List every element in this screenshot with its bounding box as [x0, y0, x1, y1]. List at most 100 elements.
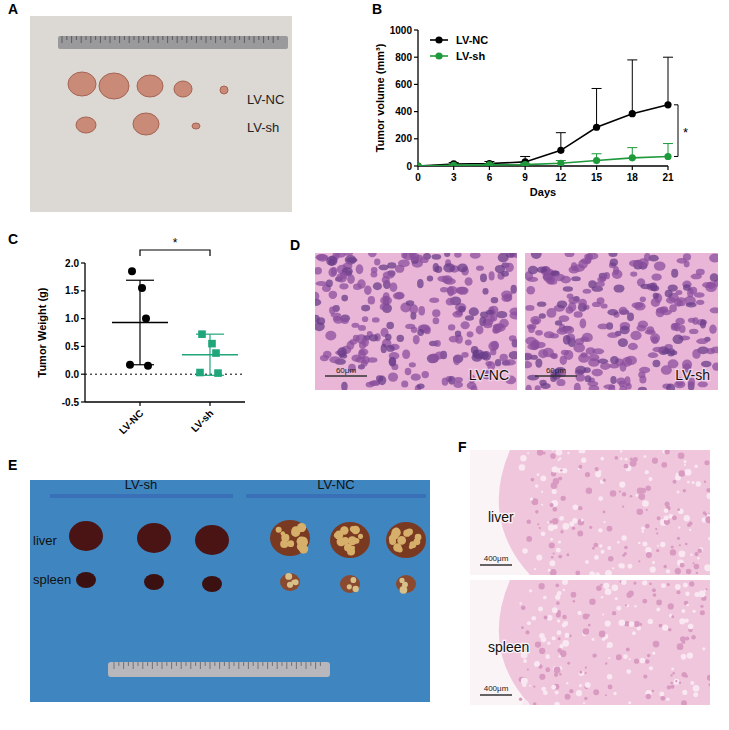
texture: [531, 478, 535, 482]
texture: [662, 625, 668, 631]
texture: [573, 600, 576, 603]
ruler-tick: [310, 662, 311, 666]
group-label: LV-NC: [317, 477, 354, 492]
texture: [550, 453, 556, 459]
texture: [533, 702, 536, 705]
texture: [529, 685, 531, 687]
nucleus: [598, 323, 609, 329]
x-tick-label: 3: [451, 172, 457, 183]
texture: [539, 648, 545, 654]
nucleus: [607, 332, 619, 338]
error-cap: [627, 147, 637, 148]
texture: [697, 548, 702, 553]
y-axis: [84, 263, 85, 402]
texture: [640, 658, 646, 664]
texture: [670, 549, 676, 555]
nucleus: [671, 323, 679, 331]
nucleus: [630, 331, 641, 340]
texture: [685, 591, 689, 595]
texture: [664, 508, 669, 513]
texture: [706, 488, 710, 492]
nucleus: [610, 376, 616, 384]
scale-bar-label: 400μm: [484, 554, 509, 563]
chart-c: -0.50.00.51.01.52.0LV-NCLV-shTumor Weigh…: [36, 236, 245, 436]
texture: [657, 545, 659, 547]
nucleus: [628, 343, 638, 350]
nucleus: [683, 253, 691, 261]
texture: [668, 628, 671, 631]
spleen: [202, 576, 222, 592]
texture: [612, 567, 614, 569]
texture: [541, 637, 547, 643]
nucleus: [446, 298, 455, 306]
nucleus: [395, 292, 405, 300]
texture: [613, 692, 616, 695]
texture: [557, 468, 562, 473]
nucleus: [429, 298, 439, 303]
nucleus: [677, 301, 686, 306]
texture: [558, 637, 561, 640]
nucleus: [597, 359, 608, 364]
marker: [208, 340, 216, 348]
ruler-tick: [124, 36, 125, 40]
nucleus: [413, 335, 420, 345]
nucleus: [505, 263, 514, 272]
nucleus: [610, 258, 618, 266]
spleen: [396, 575, 416, 593]
ruler-tick: [278, 36, 279, 40]
texture: [537, 450, 543, 456]
nucleus: [499, 319, 509, 328]
ruler-tick: [153, 36, 154, 40]
nucleus: [362, 316, 368, 322]
row-label: liver: [488, 509, 514, 525]
nucleus: [457, 263, 468, 272]
x-axis: [85, 401, 245, 402]
nodule: [280, 540, 288, 548]
nucleus: [638, 387, 647, 390]
texture: [578, 519, 584, 525]
texture: [581, 518, 584, 521]
texture: [541, 504, 543, 506]
nucleus: [612, 270, 623, 279]
texture: [545, 667, 550, 672]
ruler-tick: [201, 36, 202, 40]
texture: [523, 659, 527, 663]
ruler-tick: [263, 36, 264, 43]
ruler-tick: [123, 662, 124, 669]
texture: [675, 680, 677, 682]
nodule: [297, 523, 306, 532]
error-cap: [627, 59, 637, 60]
tissue: [499, 580, 710, 705]
y-tick-label: 0: [406, 161, 412, 172]
texture: [682, 641, 686, 645]
texture: [686, 569, 692, 575]
texture: [559, 673, 561, 675]
ruler-tick: [239, 36, 240, 40]
texture: [580, 450, 586, 453]
nucleus: [361, 360, 368, 367]
ruler-tick: [191, 36, 192, 40]
texture: [635, 494, 638, 497]
texture: [620, 450, 622, 452]
nodule: [351, 526, 360, 535]
group-bar: [50, 494, 233, 498]
x-tick-label: 21: [662, 172, 674, 183]
texture: [618, 563, 622, 567]
nucleus: [666, 383, 675, 390]
row-label: spleen: [33, 572, 71, 587]
texture: [694, 464, 697, 467]
ruler-tick: [301, 662, 302, 666]
background: [0, 0, 729, 730]
texture: [678, 526, 680, 528]
y-axis-label: Tumor Weight (g): [36, 287, 48, 377]
legend-marker: [435, 52, 442, 59]
nucleus: [652, 347, 664, 352]
error-cap: [663, 143, 673, 144]
texture: [624, 621, 629, 626]
nucleus: [555, 320, 562, 325]
nucleus: [692, 349, 700, 359]
panel-label: C: [8, 231, 18, 247]
marker: [664, 101, 671, 108]
nucleus: [544, 331, 555, 338]
texture: [656, 600, 662, 606]
